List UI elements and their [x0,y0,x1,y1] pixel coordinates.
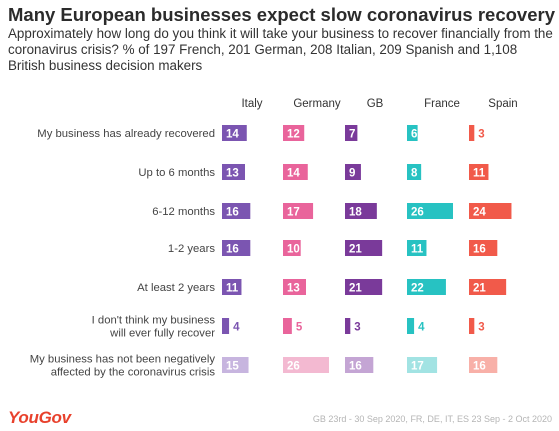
bar-spain [469,318,475,334]
data-label: 8 [411,168,418,180]
bar-italy [222,318,230,334]
data-label: 16 [349,361,362,373]
data-label: 17 [411,361,424,373]
data-label: 16 [226,207,239,219]
chart-subtitle: Approximately how long do you think it w… [8,26,553,73]
bar-spain [469,240,498,256]
bar-spain [469,279,507,295]
chart-title: Many European businesses expect slow cor… [8,4,555,25]
data-label: 21 [349,244,362,256]
row-label: 6-12 months [152,206,215,218]
bar-germany [283,279,306,295]
bar-france [407,318,415,334]
bar-spain [469,203,512,219]
data-label: 3 [354,322,360,334]
bar-germany [283,125,305,141]
data-label: 16 [226,244,239,256]
data-label: 9 [349,168,355,180]
data-label: 12 [287,129,300,141]
bar-gb [345,357,374,373]
bar-france [407,279,446,295]
data-label: 16 [473,244,486,256]
bar-germany [283,164,308,180]
data-label: 21 [473,283,486,295]
column-header-france: France [424,98,460,110]
column-header-germany: Germany [293,98,341,110]
bar-germany [283,203,314,219]
data-label: 14 [287,168,300,180]
data-label: 26 [287,361,300,373]
bar-spain [469,164,489,180]
bar-gb [345,125,358,141]
data-label: 13 [226,168,239,180]
row-label: Up to 6 months [138,167,215,179]
row-label: At least 2 years [137,282,215,294]
data-label: 15 [226,361,239,373]
data-label: 26 [411,207,424,219]
bar-france [407,164,422,180]
bar-italy [222,203,251,219]
data-label: 3 [478,322,484,334]
data-label: 10 [287,244,300,256]
data-label: 17 [287,207,300,219]
yougov-logo: YouGov [8,408,71,427]
data-label: 18 [349,207,362,219]
footer-date-note: GB 23rd - 30 Sep 2020, FR, DE, IT, ES 23… [312,414,552,424]
data-label: 6 [411,129,417,141]
bar-gb [345,240,383,256]
bar-italy [222,240,251,256]
bar-france [407,203,453,219]
data-label: 14 [226,129,239,141]
column-header-italy: Italy [241,98,262,110]
bar-france [407,357,438,373]
data-label: 16 [473,361,486,373]
bar-france [407,125,418,141]
data-label: 24 [473,207,486,219]
row-label: 1-2 years [168,243,215,255]
bar-italy [222,279,242,295]
bar-germany [283,240,301,256]
data-label: 11 [411,244,424,256]
bar-italy [222,164,245,180]
row-label: I don't think my business will ever fully… [92,315,216,340]
data-label: 4 [418,322,425,334]
data-label: 5 [296,322,303,334]
bar-gb [345,203,377,219]
row-label: My business has already recovered [37,128,215,140]
row-label: My business has not been negatively affec… [30,354,216,379]
data-label: 11 [473,168,486,180]
data-label: 11 [226,283,239,295]
column-header-spain: Spain [488,98,517,110]
data-label: 22 [411,283,424,295]
bar-italy [222,125,247,141]
column-header-gb: GB [367,98,384,110]
data-label: 7 [349,129,355,141]
data-label: 21 [349,283,362,295]
bar-germany [283,357,329,373]
data-label: 13 [287,283,300,295]
bar-gb [345,164,361,180]
bar-spain [469,357,498,373]
data-label: 3 [478,129,484,141]
bar-spain [469,125,475,141]
bar-gb [345,318,351,334]
bar-italy [222,357,249,373]
data-label: 4 [233,322,240,334]
bar-gb [345,279,383,295]
bar-france [407,240,427,256]
bar-germany [283,318,292,334]
